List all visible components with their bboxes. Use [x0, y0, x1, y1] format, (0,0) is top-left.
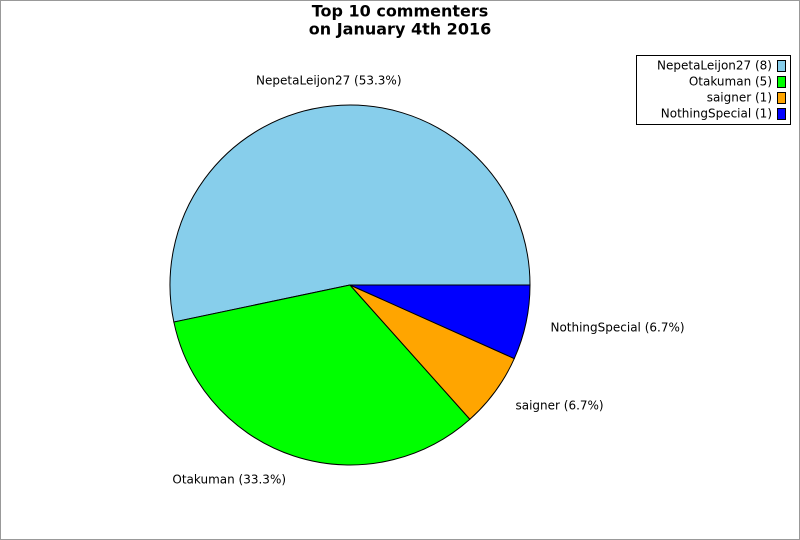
- slice-label: Otakuman (33.3%): [172, 472, 286, 486]
- legend-box: [636, 55, 791, 125]
- chart-title: Top 10 commenters: [312, 2, 489, 21]
- slice-label: NothingSpecial (6.7%): [550, 320, 684, 334]
- legend-swatch: [777, 76, 786, 88]
- pie-slice: [173, 284, 471, 466]
- legend-label: NothingSpecial (1): [661, 107, 772, 121]
- slice-label: saigner (6.7%): [515, 399, 603, 413]
- slice-label: NepetaLeijon27 (53.3%): [256, 74, 401, 88]
- pie-slice: [169, 104, 531, 323]
- legend-swatch: [777, 108, 786, 120]
- legend-swatch: [777, 92, 786, 104]
- chart-title: on January 4th 2016: [309, 20, 491, 39]
- legend-label: saigner (1): [707, 91, 772, 105]
- legend-label: Otakuman (5): [689, 75, 772, 89]
- legend-swatch: [777, 60, 786, 72]
- pie-slice: [349, 284, 531, 360]
- legend-label: NepetaLeijon27 (8): [657, 59, 772, 73]
